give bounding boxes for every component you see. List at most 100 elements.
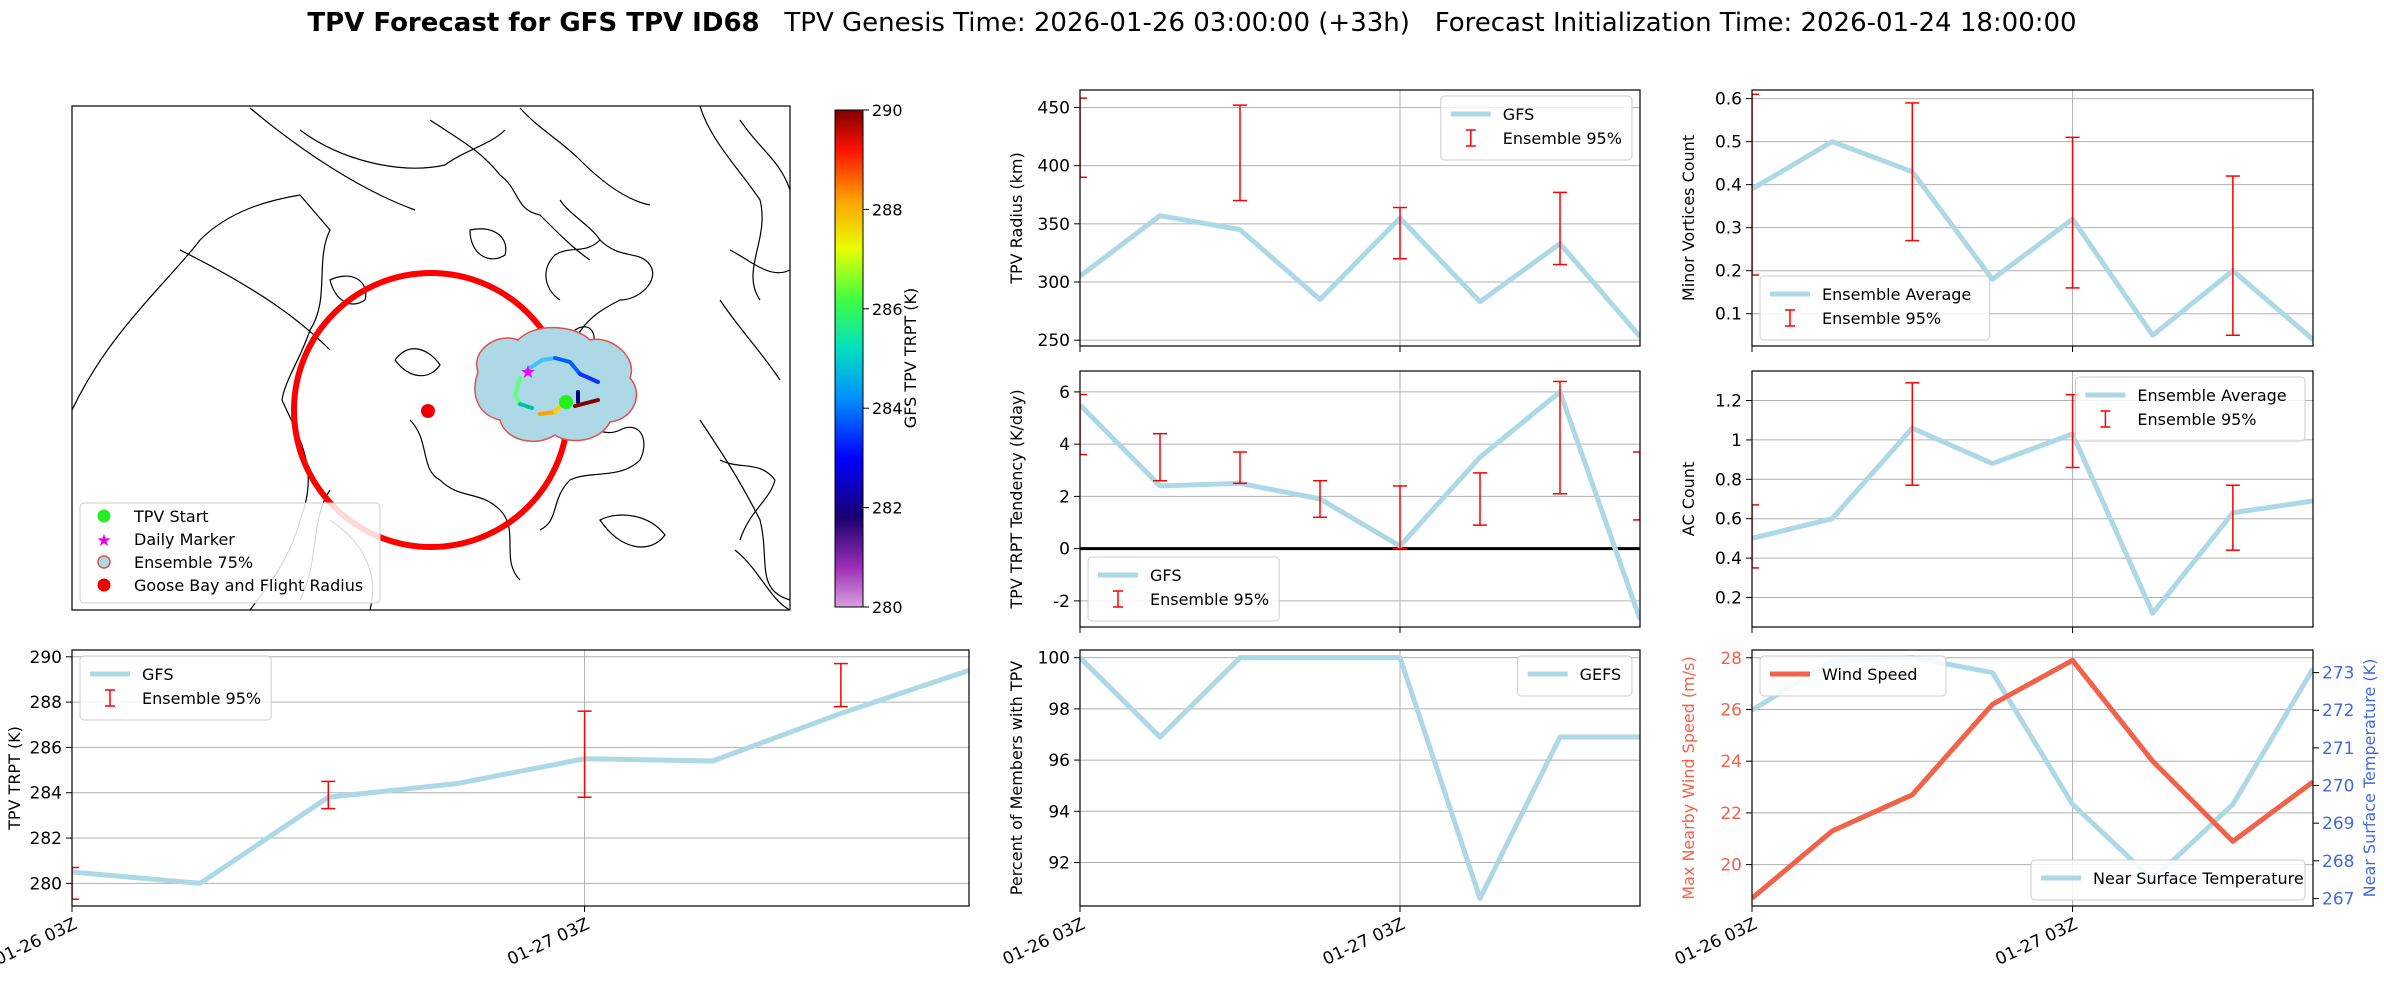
yaxis-label: Percent of Members with TPV [1007, 661, 1026, 895]
colorbar-tick-label: 284 [872, 399, 903, 418]
legend-label: Ensemble 95% [142, 689, 261, 708]
yaxis-label: Max Nearby Wind Speed (m/s) [1679, 656, 1698, 899]
ytick-label: 0.8 [1715, 470, 1742, 490]
error-bar [1080, 97, 1087, 179]
arctic-islands-2 [519, 107, 651, 206]
chart-percent: 92 94 96 98 100 01-26 03Z 01-27 03Z Percent of … [1000, 649, 1641, 970]
ytick-label: 92 [1048, 853, 1070, 873]
xtick-label: 01-27 03Z [504, 914, 592, 969]
island-1 [394, 348, 441, 377]
legend-label: Ensemble Average [2137, 386, 2286, 405]
arctic-islands [429, 119, 591, 261]
legend-box [1759, 275, 1991, 341]
yaxis-label: TPV Radius (km) [1007, 152, 1026, 285]
legend-label: Ensemble 95% [1150, 590, 1269, 609]
ytick-label: 0.2 [1715, 262, 1742, 282]
y2tick-label: 268 [2322, 852, 2354, 872]
y2tick-label: 269 [2322, 814, 2354, 834]
legend-goose-bay: Goose Bay and Flight Radius [134, 576, 363, 595]
ytick-label: 0.6 [1715, 510, 1742, 530]
legend-label: Ensemble Average [1822, 285, 1971, 304]
plot-content [1752, 382, 2313, 616]
plot-frame [1751, 370, 2314, 628]
plot-frame [1751, 89, 2314, 347]
yaxis-label: TPV TRPT Tendency (K/day) [1007, 389, 1026, 609]
plot-content [1080, 97, 1640, 339]
series-line [1080, 389, 1640, 620]
colorbar-label: GFS TPV TRPT (K) [901, 288, 920, 428]
hudson-bay [409, 419, 521, 581]
ytick-label: 290 [30, 648, 62, 668]
ytick-label: 0.4 [1715, 549, 1742, 569]
hudson-west [545, 199, 601, 301]
ytick-label: 1.2 [1715, 392, 1742, 412]
legend-daily-marker: Daily Marker [134, 530, 235, 549]
error-bar [1553, 380, 1567, 495]
plot-frame [1751, 649, 2314, 907]
ytick-label: 4 [1059, 435, 1070, 455]
ytick-label: 94 [1048, 802, 1070, 822]
series-line [1080, 655, 1640, 901]
colorbar-tick-label: 286 [872, 300, 903, 319]
ytick-label: 280 [30, 874, 62, 894]
legend-label: GFS [1503, 105, 1534, 124]
error-bar [577, 710, 592, 799]
map-legend: TPV Start ★ Daily Marker Ensemble 75% Go… [79, 502, 381, 604]
y2tick-label: 271 [2322, 739, 2354, 759]
ytick-label: 28 [1720, 649, 1742, 669]
chart-ac: 0.2 0.4 0.6 0.8 1 1.2 AC Count Ensemble Average… [1679, 370, 2314, 633]
ytick-label: 400 [1038, 157, 1070, 177]
legend-label: GEFS [1580, 665, 1622, 684]
ytick-label: 288 [30, 693, 62, 713]
error-bar [1393, 206, 1407, 260]
ytick-label: 100 [1038, 649, 1070, 669]
ytick-label: 24 [1720, 752, 1742, 772]
legend-label: Wind Speed [1822, 665, 1917, 684]
ytick-label: 26 [1720, 700, 1742, 720]
xtick-label: 01-27 03Z [1992, 914, 2080, 969]
error-bar [1473, 472, 1487, 526]
europe-south [719, 459, 790, 610]
map-legend-box [79, 502, 381, 604]
error-bar [1752, 93, 1759, 276]
ytick-label: 250 [1038, 331, 1070, 351]
error-bar [72, 866, 79, 900]
y2tick-label: 267 [2322, 889, 2354, 909]
ytick-label: 0.5 [1715, 133, 1742, 153]
ytick-label: 22 [1720, 804, 1742, 824]
legend-tpv-start: TPV Start [133, 507, 209, 526]
ytick-label: -2 [1053, 592, 1070, 612]
series-line [72, 668, 969, 886]
legend-box [1087, 556, 1280, 622]
legend-box [1517, 655, 1633, 697]
error-bar [1233, 451, 1247, 485]
colorbar-tick-label: 282 [872, 499, 903, 518]
ytick-label: 350 [1038, 215, 1070, 235]
map-panel: ★ TPV Start ★ Daily Marker Ensemble 75% … [71, 101, 920, 617]
colorbar: 280 282 284 286 288 290 GFS TPV TRPT (K) [834, 101, 920, 617]
chart-tendency: -2 0 2 4 6 TPV TRPT Tendency (K/day) GFS Ensemb… [1007, 370, 1641, 633]
y2tick-label: 272 [2322, 701, 2354, 721]
yaxis-label: TPV TRPT (K) [5, 726, 24, 831]
chart-trpt: 280 282 284 286 288 290 01-26 03Z 01-27 03Z TPV … [0, 648, 970, 970]
chart-minor: 0.1 0.2 0.3 0.4 0.5 0.6 Minor Vortices Count En… [1679, 89, 2314, 352]
border-line [179, 249, 331, 351]
island-2 [329, 275, 367, 305]
ytick-label: 0.2 [1715, 588, 1742, 608]
error-bar [321, 780, 336, 810]
legend-label: GFS [1150, 566, 1181, 585]
series-line [1080, 213, 1640, 339]
legend-label: Ensemble 95% [2137, 410, 2256, 429]
error-bar [833, 662, 848, 708]
y2tick-label: 270 [2322, 777, 2354, 797]
legend-label: Ensemble 95% [1822, 309, 1941, 328]
ytick-label: 96 [1048, 751, 1070, 771]
scandinavia [729, 119, 790, 274]
legend-box [2030, 859, 2306, 901]
title-bold: TPV Forecast for GFS TPV ID68 [307, 8, 759, 38]
arctic-coast-2 [299, 129, 506, 169]
error-bar [2225, 484, 2240, 551]
greenland-west [699, 106, 763, 301]
ytick-label: 282 [30, 829, 62, 849]
y2tick-label: 273 [2322, 664, 2354, 684]
